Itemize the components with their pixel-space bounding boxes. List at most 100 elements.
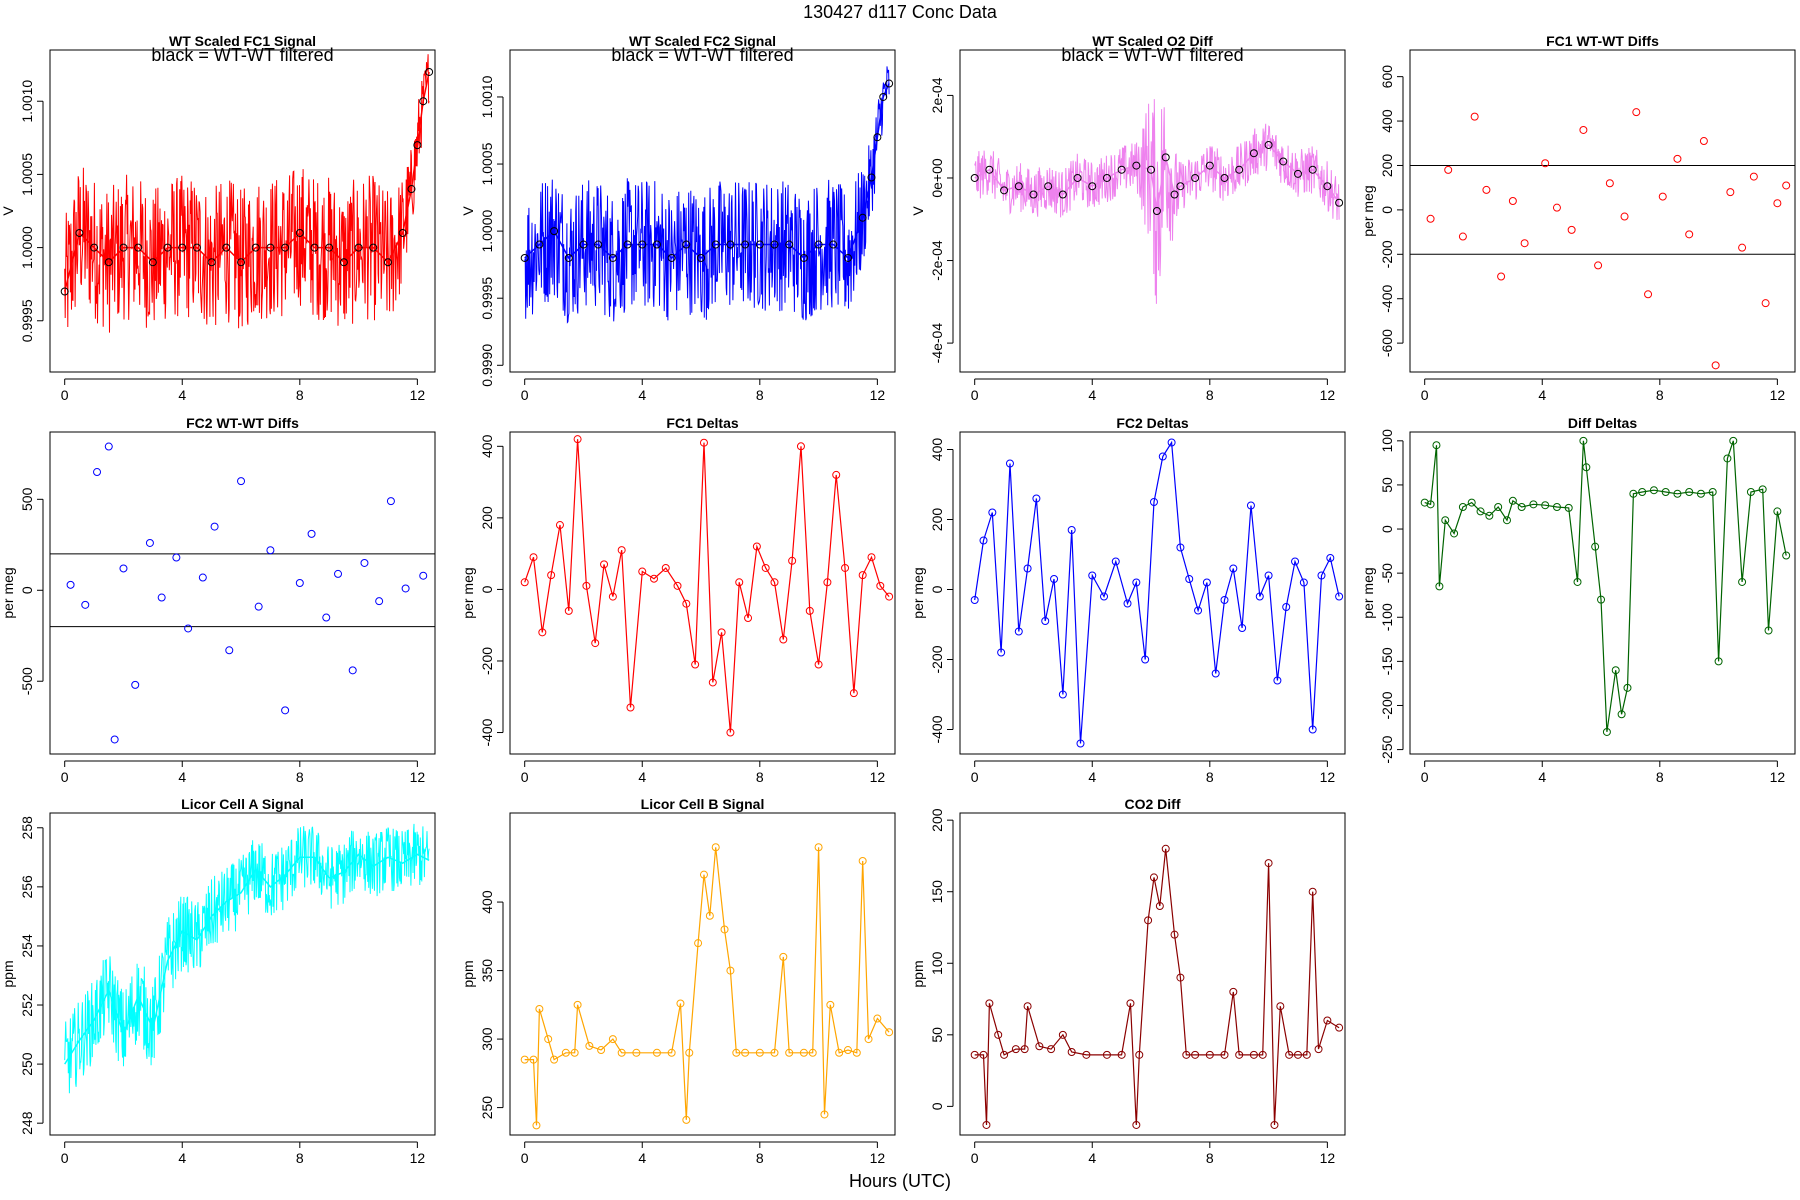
data-point <box>1149 873 1158 882</box>
chart-panel-fc1_signal: 0 4 8 12 0.9995 1.0000 1.0005 1.0010 V WT Scaled … <box>0 33 436 403</box>
data-point <box>1123 599 1132 608</box>
data-point <box>726 966 735 975</box>
chart-panel-fc2_signal: 0 4 8 12 0.9990 0.9995 1.0000 1.0005 1.0010 V WT S… <box>460 33 896 403</box>
data-point <box>110 735 119 744</box>
x-tick-label: 0 <box>971 769 979 785</box>
y-tick-label: 1.0010 <box>19 80 35 123</box>
data-point <box>535 1004 544 1013</box>
series-line <box>524 83 890 260</box>
chart-title: CO2 Diff <box>1125 796 1181 812</box>
data-point <box>1111 557 1120 566</box>
data-point <box>1711 361 1720 370</box>
data-point <box>1738 243 1747 252</box>
overlay-point <box>879 92 888 101</box>
x-tick-label: 8 <box>756 1150 764 1166</box>
overlay-point <box>652 240 661 249</box>
overlay-point <box>711 240 720 249</box>
y-tick-label: 0 <box>929 1102 945 1110</box>
data-point <box>1155 902 1164 911</box>
data-point <box>779 635 788 644</box>
chart-title: Licor Cell A Signal <box>181 796 304 812</box>
data-point <box>885 592 894 601</box>
y-tick-label: 200 <box>479 506 495 530</box>
data-point <box>1723 454 1732 463</box>
signal-band <box>974 99 1340 304</box>
data-point <box>982 1120 991 1129</box>
data-point <box>1050 575 1059 583</box>
y-tick-label: 1.0005 <box>479 142 495 185</box>
overlay-point <box>1249 149 1258 158</box>
data-point <box>1235 1050 1244 1059</box>
data-point <box>1485 511 1494 520</box>
data-point <box>1632 108 1641 117</box>
overlay-point <box>814 240 823 249</box>
x-axis: 0 4 8 12 <box>971 378 1335 403</box>
data-point <box>386 497 395 506</box>
plot-frame <box>1409 49 1796 373</box>
data-point <box>1629 489 1638 498</box>
data-point <box>1020 1045 1029 1054</box>
data-point <box>81 600 90 609</box>
y-axis-label: V <box>910 206 926 216</box>
data-point <box>225 646 234 655</box>
data-point <box>699 870 708 879</box>
data-point <box>597 1046 606 1055</box>
chart-panel-fc1_deltas: 0 4 8 12 -400 -200 0 200 400 per meg FC1 Deltas <box>460 415 896 785</box>
data-point <box>761 563 770 572</box>
data-point <box>1220 1050 1229 1059</box>
data-point <box>970 1050 979 1059</box>
chart-panel-diff_deltas: 0 4 8 12 -250 -200 -150 -100 -50 0 50 100 per meg Dif… <box>1360 415 1796 785</box>
data-point <box>172 553 181 562</box>
y-tick-label: 1.0010 <box>479 75 495 118</box>
y-tick-label: 0.9995 <box>479 277 495 320</box>
data-point <box>1467 498 1476 507</box>
data-point <box>691 660 700 669</box>
overlay-point <box>1147 165 1156 174</box>
x-tick-label: 8 <box>1656 387 1664 403</box>
data-point <box>157 593 166 602</box>
data-point <box>814 843 823 852</box>
data-point <box>1502 516 1511 525</box>
x-tick-label: 12 <box>410 769 426 785</box>
data-point <box>876 581 885 590</box>
data-point <box>1047 1045 1056 1054</box>
x-axis: 0 4 8 12 <box>521 1141 885 1166</box>
y-tick-label: -100 <box>1379 603 1395 631</box>
data-point <box>1264 571 1273 580</box>
y-tick-label: 150 <box>929 880 945 904</box>
overlay-point <box>1117 165 1126 174</box>
data-point <box>544 1035 553 1044</box>
data-point <box>1100 592 1109 601</box>
overlay-point <box>799 253 808 262</box>
data-point <box>1508 197 1517 206</box>
data-point <box>676 999 685 1008</box>
data-point <box>375 597 384 606</box>
data-point <box>835 1048 844 1057</box>
data-point <box>1782 181 1791 190</box>
y-axis: 248 250 252 254 256 258 <box>19 816 44 1135</box>
overlay-point <box>873 133 882 142</box>
x-tick-label: 0 <box>521 1150 529 1166</box>
overlay-point <box>325 243 334 252</box>
overlay-point <box>1335 198 1344 207</box>
figure-title: 130427 d117 Conc Data <box>803 2 998 22</box>
signal-band <box>64 823 430 1094</box>
overlay-point <box>885 79 894 88</box>
y-tick-label: 1.0005 <box>19 153 35 196</box>
data-point <box>796 442 805 451</box>
y-axis-label: per meg <box>1360 185 1376 236</box>
data-point <box>858 856 867 865</box>
x-axis: 0 4 8 12 <box>61 378 425 403</box>
data-point <box>1541 159 1550 168</box>
chart-panel-fc2_deltas: 0 4 8 12 -400 -200 0 200 400 per meg FC2 Deltas <box>910 415 1346 785</box>
data-point <box>1620 212 1629 221</box>
y-axis-label: per meg <box>460 567 476 618</box>
plot-area <box>520 843 894 1130</box>
data-point <box>419 571 428 580</box>
data-point <box>788 556 797 565</box>
data-point <box>867 553 876 562</box>
data-point <box>1517 502 1526 511</box>
data-point <box>591 639 600 648</box>
y-tick-label: -500 <box>19 667 35 695</box>
